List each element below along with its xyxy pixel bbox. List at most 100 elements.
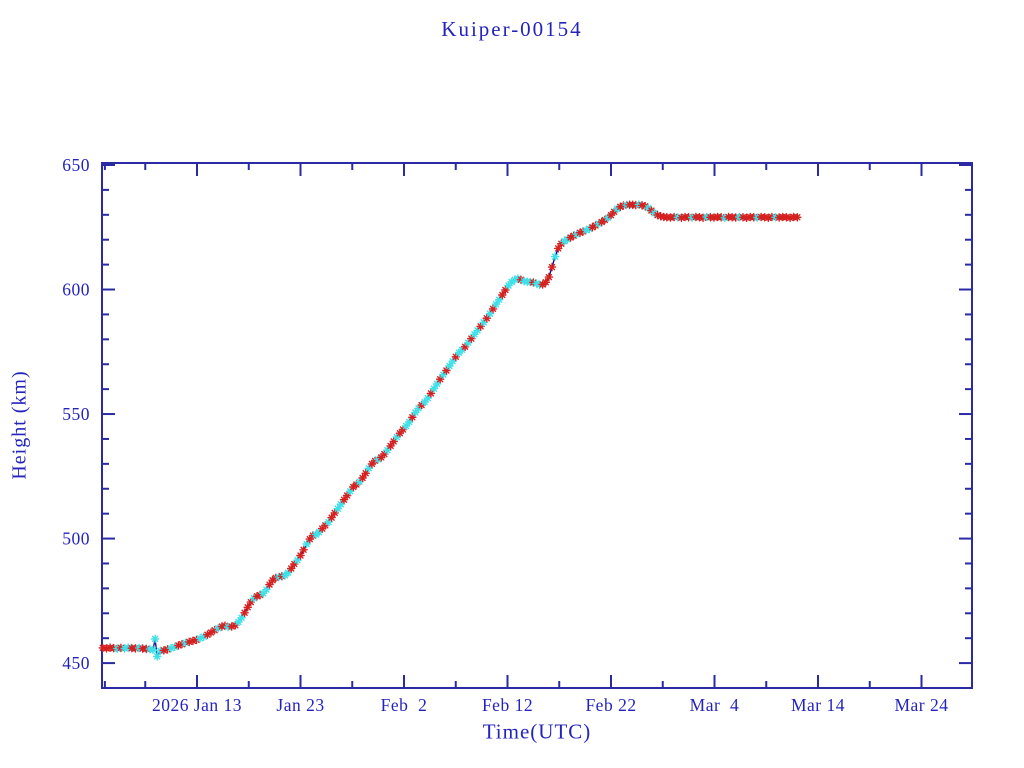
data-point-marker — [677, 213, 686, 223]
data-point-marker — [698, 213, 708, 223]
data-point-marker — [581, 225, 591, 235]
data-point-marker — [324, 517, 333, 527]
x-tick-label: 2026 Jan 13 — [152, 695, 242, 715]
data-point-marker — [640, 202, 650, 211]
x-tick-label: Mar 14 — [791, 695, 845, 715]
data-point-marker — [550, 252, 560, 261]
data-point-marker — [234, 617, 243, 627]
data-point-marker — [501, 285, 510, 295]
data-point-marker — [181, 638, 190, 648]
data-point-marker — [404, 417, 414, 427]
data-point-marker — [210, 625, 219, 635]
data-point-marker — [289, 559, 299, 569]
trend-line — [102, 203, 798, 659]
data-point-marker — [429, 384, 439, 393]
data-point-marker — [720, 213, 730, 223]
data-point-marker — [271, 573, 281, 583]
data-point-marker — [296, 551, 305, 560]
data-point-marker — [588, 223, 597, 232]
data-point-marker — [163, 645, 172, 654]
data-point-marker — [277, 571, 287, 581]
data-point-marker — [376, 453, 386, 462]
data-point-marker — [591, 221, 600, 230]
data-point-marker — [220, 621, 230, 631]
data-point-marker — [383, 445, 392, 455]
data-point-marker — [547, 262, 557, 272]
data-point-marker — [243, 602, 252, 612]
y-tick-label: 600 — [62, 280, 90, 300]
data-point-marker — [188, 636, 198, 646]
data-point-marker — [389, 437, 399, 446]
y-tick-label: 500 — [62, 529, 90, 549]
data-point-marker — [566, 233, 575, 242]
data-point-marker — [395, 428, 405, 438]
data-point-marker — [529, 278, 538, 287]
data-point-marker — [174, 641, 183, 650]
data-point-marker — [423, 393, 433, 403]
data-point-marker — [553, 244, 563, 253]
data-point-marker — [339, 495, 349, 505]
y-tick-label: 450 — [62, 653, 90, 673]
data-point-marker — [317, 524, 327, 533]
data-point-marker — [569, 231, 579, 240]
data-point-marker — [379, 449, 389, 459]
data-point-marker — [367, 459, 377, 469]
data-point-marker — [227, 622, 236, 631]
data-point-marker — [330, 508, 340, 518]
data-point-marker — [370, 456, 380, 466]
data-point-marker — [451, 352, 461, 362]
data-point-marker — [463, 338, 473, 348]
data-point-marker — [102, 644, 111, 653]
data-point-marker — [166, 643, 176, 653]
data-point-marker — [448, 356, 457, 366]
data-point-marker — [510, 275, 520, 285]
data-point-marker — [466, 334, 476, 343]
data-point-marker — [364, 463, 374, 473]
data-point-marker — [470, 329, 479, 339]
data-point-marker — [435, 374, 445, 384]
data-point-marker — [255, 590, 265, 600]
data-point-marker — [145, 644, 155, 654]
data-point-marker — [432, 379, 442, 389]
data-point-marker — [575, 228, 585, 237]
data-point-marker — [560, 236, 569, 246]
data-point-marker — [392, 432, 402, 442]
data-point-marker — [457, 345, 467, 355]
data-point-marker — [563, 234, 572, 244]
data-point-marker — [333, 504, 343, 514]
data-point-marker — [445, 361, 454, 371]
data-point-marker — [355, 477, 364, 487]
data-point-marker — [258, 589, 268, 598]
data-point-marker — [653, 210, 662, 220]
data-point-marker — [170, 642, 180, 652]
data-point-marker — [606, 210, 616, 220]
data-point-marker — [426, 389, 436, 398]
data-point-marker — [217, 622, 227, 631]
data-point-marker — [302, 539, 312, 549]
data-point-marker — [513, 274, 523, 283]
data-point-marker — [120, 644, 129, 653]
data-point-marker — [342, 491, 352, 500]
data-point-marker — [578, 227, 588, 236]
data-point-marker — [476, 322, 485, 331]
x-tick-label: Feb 2 — [381, 695, 428, 715]
data-point-marker — [479, 318, 489, 327]
data-point-marker — [414, 403, 423, 413]
data-point-marker — [615, 202, 625, 212]
data-point-marker — [637, 201, 647, 210]
data-point-marker — [206, 628, 216, 637]
data-point-marker — [504, 281, 513, 290]
data-point-marker — [420, 397, 430, 407]
data-point-marker — [497, 290, 507, 300]
x-axis-title: Time(UTC) — [482, 719, 592, 744]
data-point-marker — [293, 555, 302, 565]
data-point-marker — [286, 564, 296, 573]
data-point-marker — [192, 635, 201, 645]
data-point-marker — [299, 545, 308, 555]
x-tick-label: Mar 4 — [690, 695, 740, 715]
x-tick-label: Feb 22 — [585, 695, 636, 715]
data-point-marker — [203, 630, 212, 640]
data-point-marker — [274, 572, 284, 582]
data-point-marker — [516, 275, 526, 285]
